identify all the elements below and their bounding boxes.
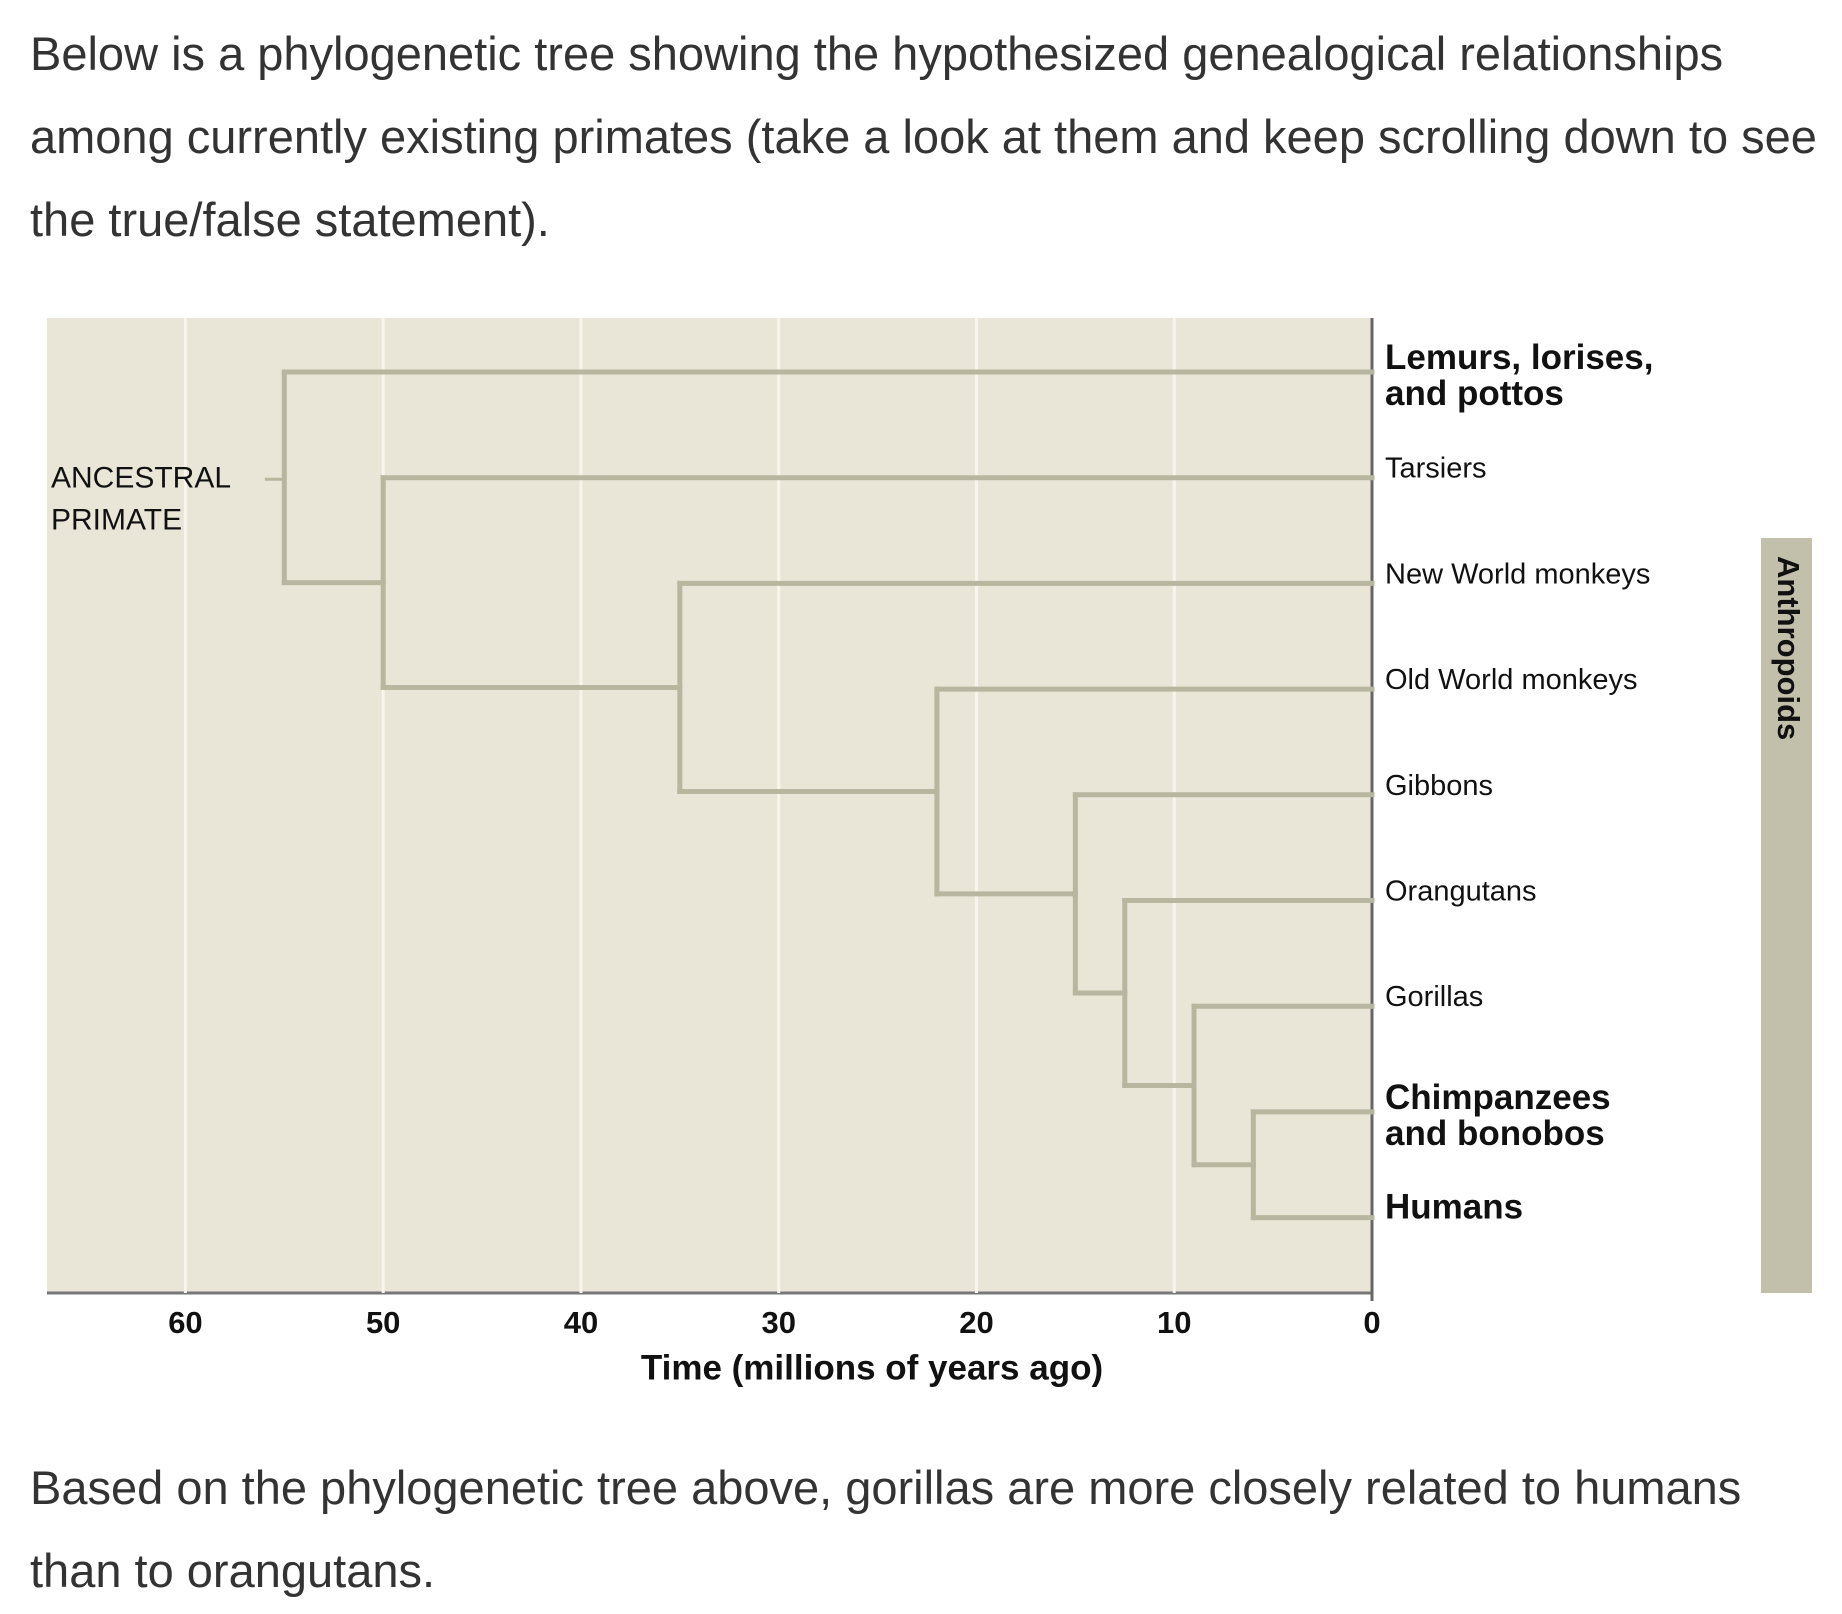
x-tick-label: 30: [761, 1305, 795, 1340]
root-label-line: ANCESTRAL: [51, 461, 231, 494]
x-axis-label: Time (millions of years ago): [641, 1348, 1103, 1387]
x-tick-label: 0: [1363, 1305, 1380, 1340]
x-tick-label: 20: [959, 1305, 993, 1340]
leaf-label-line: Orangutans: [1385, 875, 1537, 907]
leaf-label: Tarsiers: [1385, 452, 1487, 484]
leaf-label-line: Lemurs, lorises,: [1385, 338, 1653, 377]
leaf-label: Orangutans: [1385, 875, 1537, 907]
leaf-label: New World monkeys: [1385, 558, 1650, 590]
root-label-line: PRIMATE: [51, 503, 182, 536]
leaf-label-line: Old World monkeys: [1385, 664, 1638, 696]
question-text: Based on the phylogenetic tree above, go…: [30, 1461, 1742, 1597]
clade-band: [1761, 538, 1812, 1293]
x-tick-label: 60: [168, 1305, 202, 1340]
leaf-label: Gorillas: [1385, 981, 1483, 1013]
x-tick-label: 40: [564, 1305, 598, 1340]
leaf-label: Humans: [1385, 1188, 1523, 1227]
leaf-label-line: Gorillas: [1385, 981, 1483, 1013]
leaf-label: Gibbons: [1385, 769, 1493, 801]
intro-text: Below is a phylogenetic tree showing the…: [30, 27, 1817, 246]
leaf-label-line: Humans: [1385, 1188, 1523, 1227]
leaf-label-line: New World monkeys: [1385, 558, 1650, 590]
leaf-label-line: and pottos: [1385, 374, 1564, 413]
leaf-label-line: and bonobos: [1385, 1114, 1605, 1153]
leaf-label: Old World monkeys: [1385, 664, 1638, 696]
leaf-label: Chimpanzees and bonobos: [1385, 1078, 1611, 1153]
x-tick-label: 50: [366, 1305, 400, 1340]
leaf-label-line: Tarsiers: [1385, 452, 1487, 484]
leaf-label-line: Chimpanzees: [1385, 1078, 1611, 1117]
root-label: ANCESTRAL PRIMATE: [51, 461, 231, 536]
leaf-label-line: Gibbons: [1385, 769, 1493, 801]
clade-label: Anthropoids: [1771, 556, 1806, 740]
phylogenetic-tree: Anthropoids Time (millions of years ago)…: [47, 318, 1812, 1387]
x-tick-label: 10: [1157, 1305, 1191, 1340]
leaf-label: Lemurs, lorises, and pottos: [1385, 338, 1653, 413]
